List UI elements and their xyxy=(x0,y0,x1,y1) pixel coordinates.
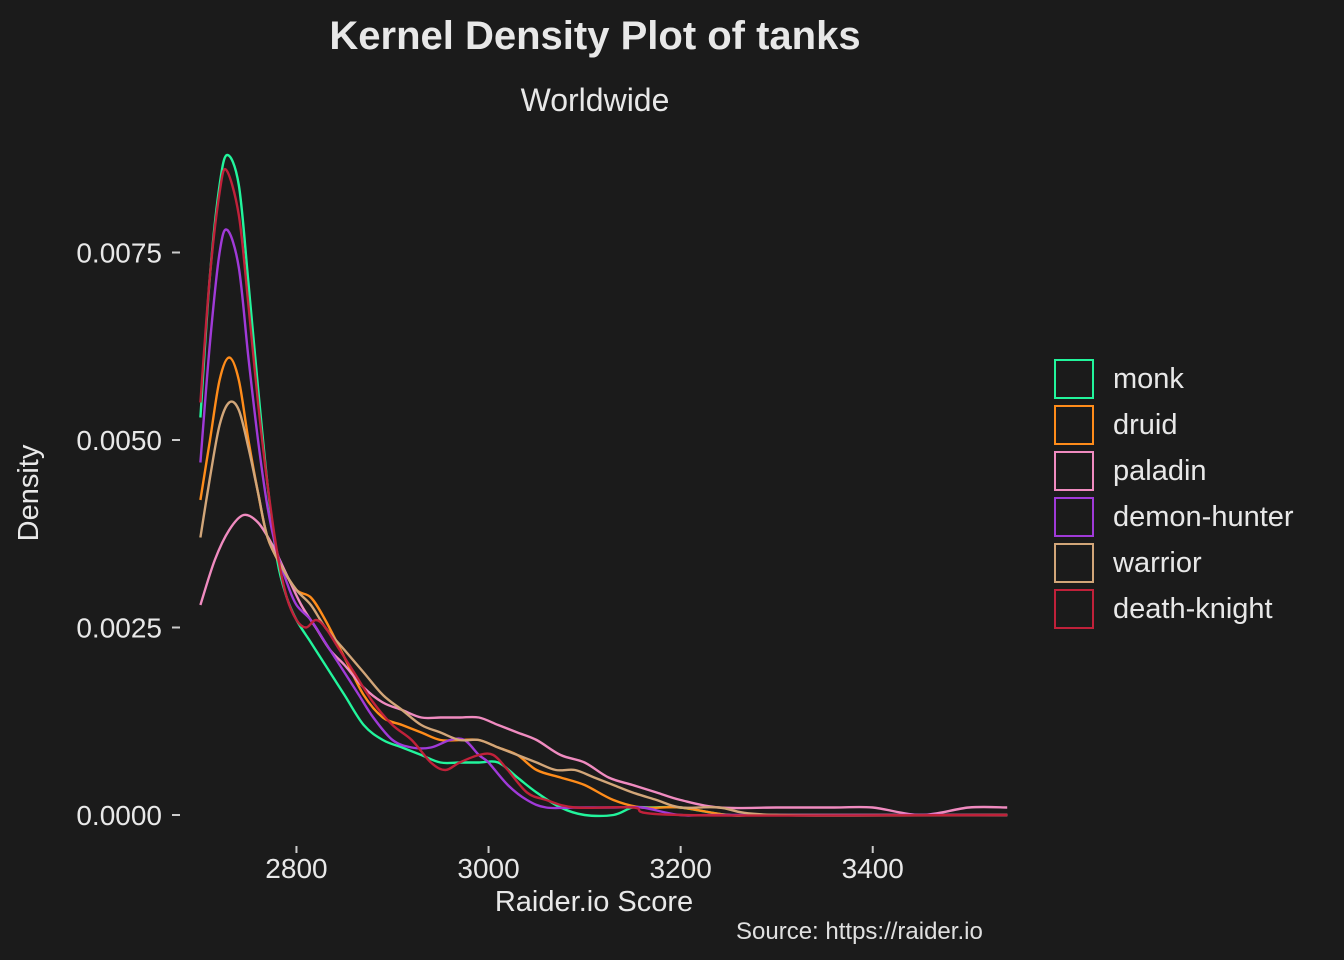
legend-item-druid: druid xyxy=(1054,402,1294,448)
y-axis: 0.0000 0.0025 0.0050 0.0075 xyxy=(76,238,180,831)
chart-title: Kernel Density Plot of tanks xyxy=(329,14,861,58)
legend-label: warrior xyxy=(1113,546,1202,579)
density-line-death-knight xyxy=(199,167,1008,817)
x-axis: 2800 3000 3200 3400 xyxy=(265,846,904,884)
legend-label: demon-hunter xyxy=(1113,500,1294,533)
legend-key-monk xyxy=(1054,359,1094,399)
legend-label: druid xyxy=(1113,408,1178,441)
legend-label: monk xyxy=(1113,362,1184,395)
density-line-monk xyxy=(199,153,1008,818)
legend-item-warrior: warrior xyxy=(1054,540,1294,586)
legend-key-druid xyxy=(1054,405,1094,445)
y-axis-label: Density xyxy=(13,444,45,541)
chart-subtitle: Worldwide xyxy=(520,82,670,118)
legend-item-paladin: paladin xyxy=(1054,448,1294,494)
legend-item-demon-hunter: demon-hunter xyxy=(1054,494,1294,540)
x-tick-label: 3200 xyxy=(649,853,711,884)
legend: monk druid paladin demon-hunter warrior death… xyxy=(1054,356,1294,632)
x-tick-label: 2800 xyxy=(265,853,327,884)
y-tick-label: 0.0000 xyxy=(76,800,162,831)
density-line-druid xyxy=(199,356,1008,817)
density-line-paladin xyxy=(199,513,1008,817)
x-tick-label: 3000 xyxy=(457,853,519,884)
legend-key-death-knight xyxy=(1054,589,1094,629)
density-line-warrior xyxy=(199,400,1008,817)
legend-item-monk: monk xyxy=(1054,356,1294,402)
x-tick-label: 3400 xyxy=(842,853,904,884)
legend-key-paladin xyxy=(1054,451,1094,491)
source-caption: Source: https://raider.io xyxy=(736,918,983,945)
legend-item-death-knight: death-knight xyxy=(1054,586,1294,632)
x-axis-label: Raider.io Score xyxy=(495,886,693,918)
y-tick-label: 0.0025 xyxy=(76,613,162,644)
y-tick-label: 0.0050 xyxy=(76,425,162,456)
series-lines xyxy=(199,153,1008,818)
legend-key-warrior xyxy=(1054,543,1094,583)
legend-label: paladin xyxy=(1113,454,1207,487)
legend-key-demon-hunter xyxy=(1054,497,1094,537)
y-tick-label: 0.0075 xyxy=(76,238,162,269)
density-line-demon-hunter xyxy=(199,228,1008,817)
legend-label: death-knight xyxy=(1113,592,1273,625)
